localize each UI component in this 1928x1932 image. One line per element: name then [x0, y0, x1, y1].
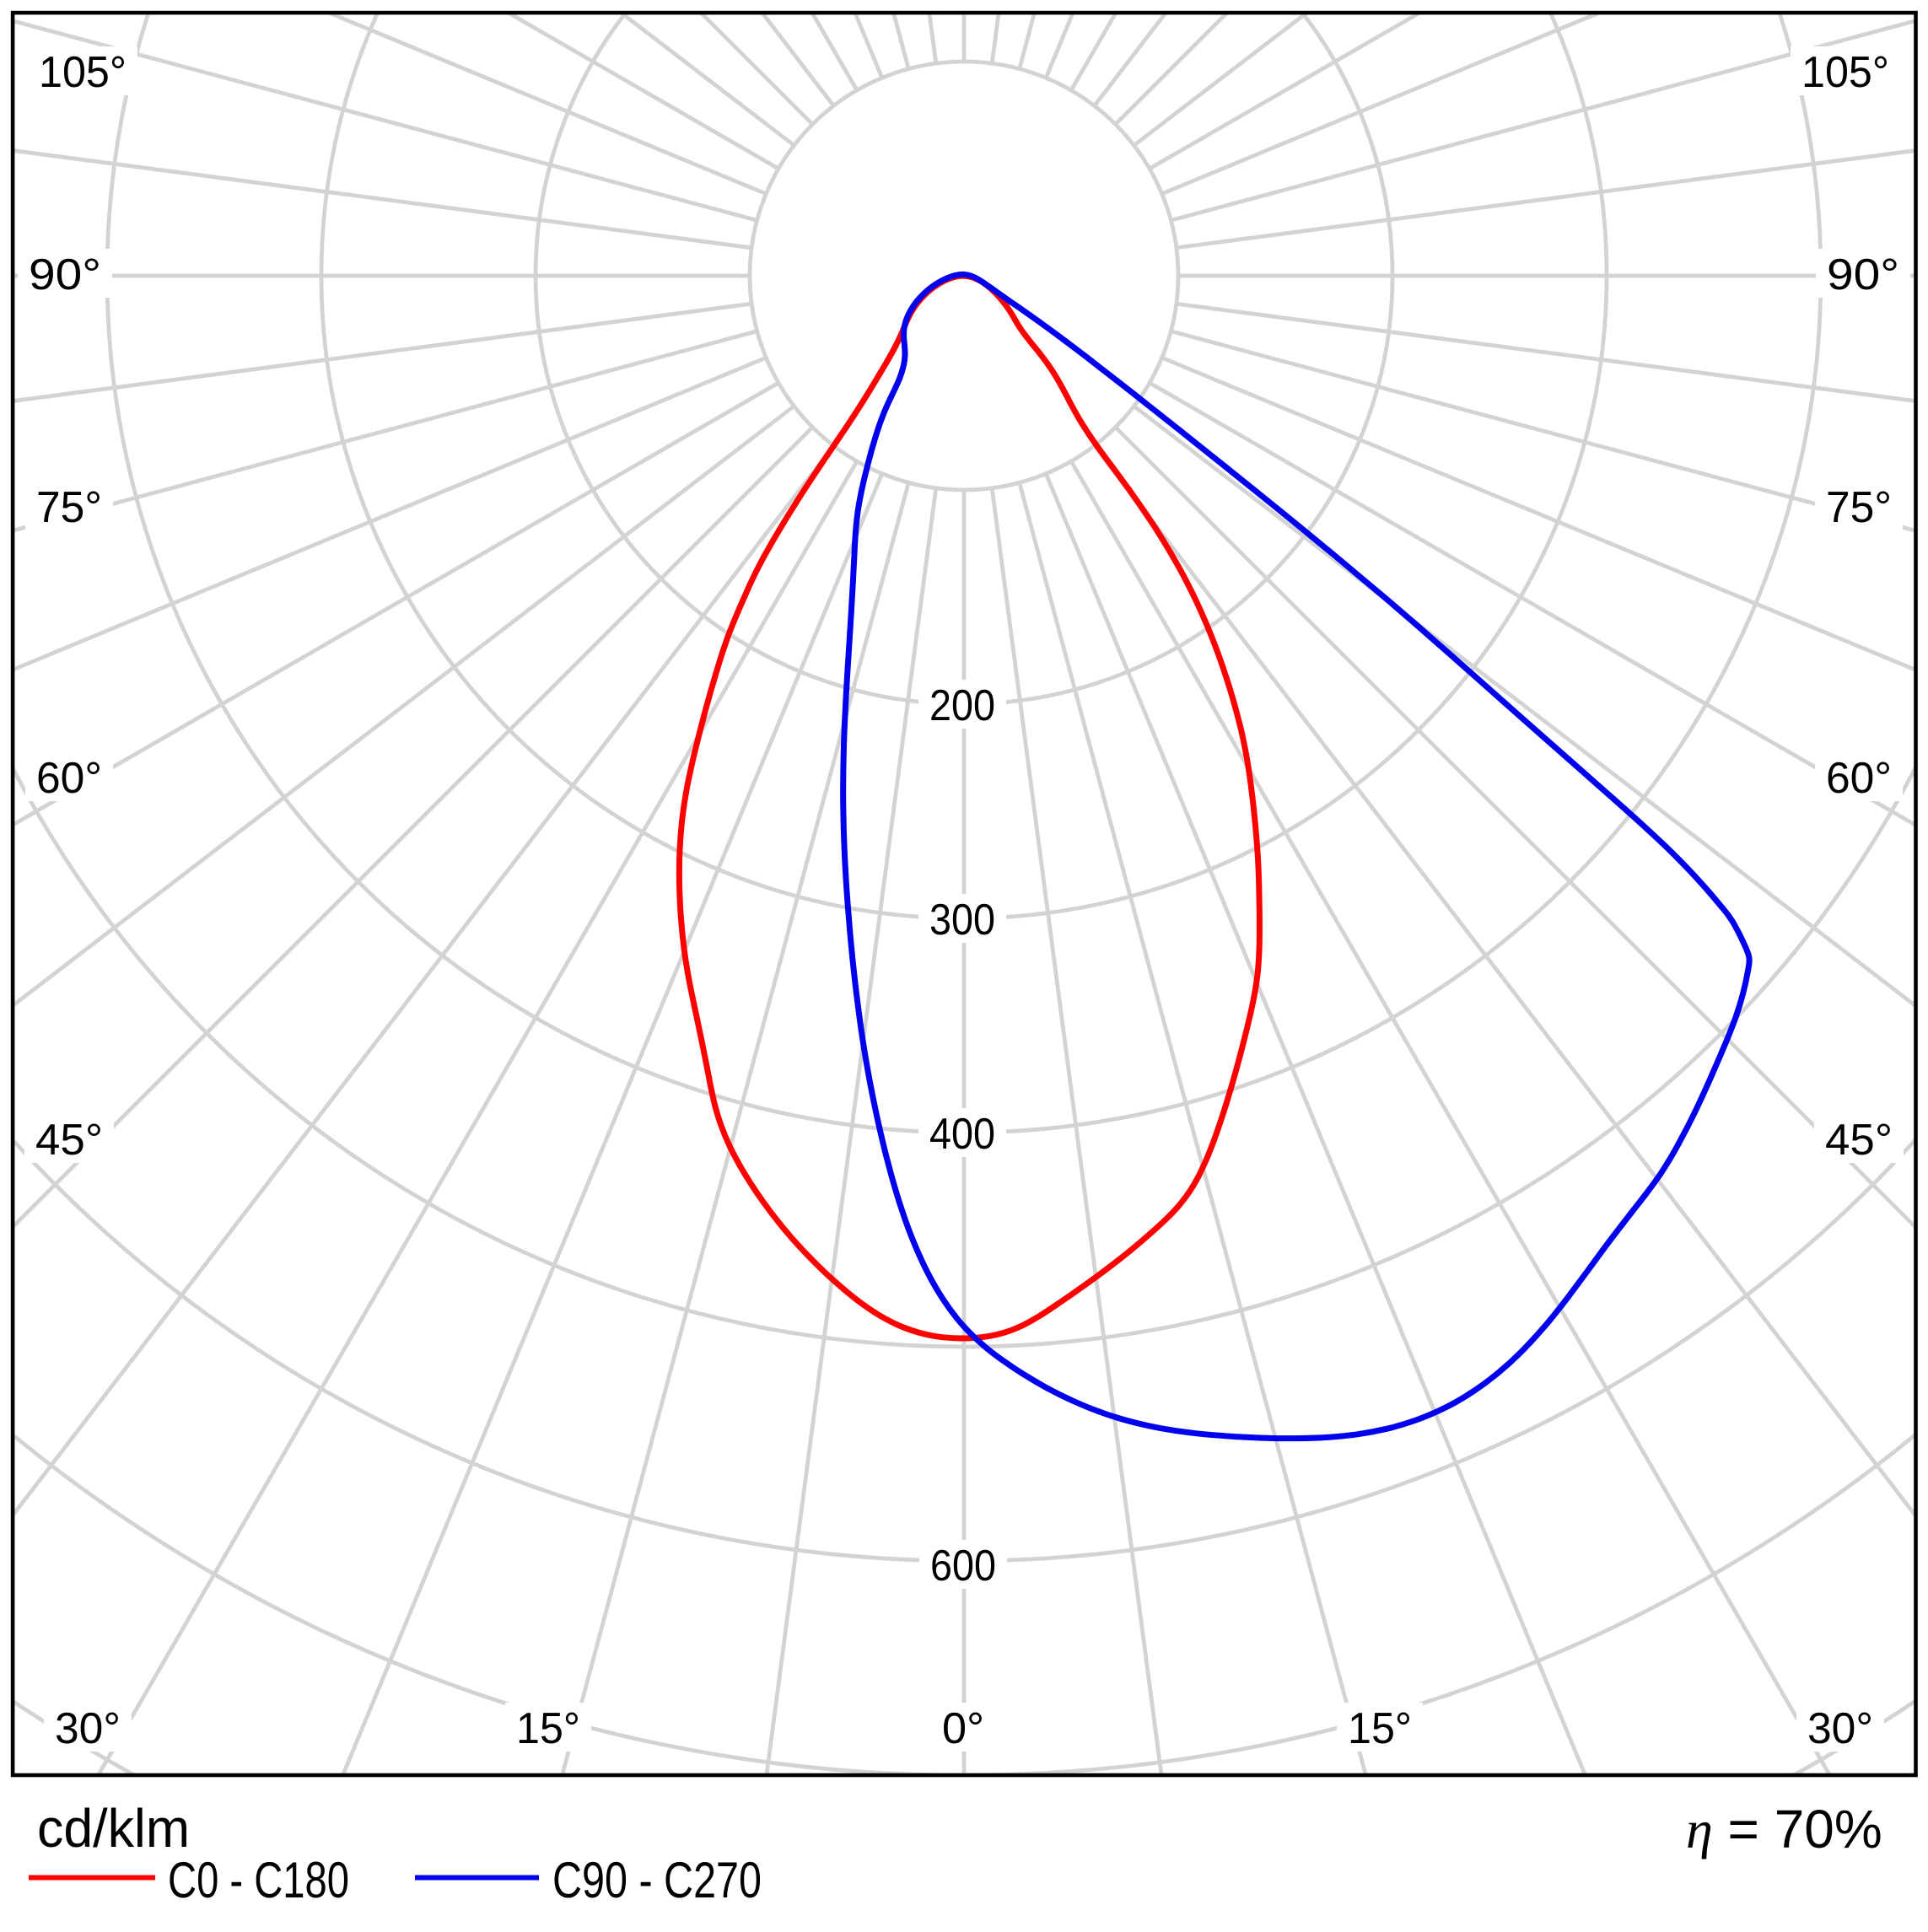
svg-text:30°: 30° [55, 1704, 121, 1753]
svg-text:30°: 30° [1807, 1704, 1873, 1753]
svg-text:15°: 15° [1348, 1704, 1412, 1753]
svg-text:45°: 45° [1825, 1116, 1893, 1165]
svg-text:90°: 90° [29, 250, 101, 299]
svg-text:60°: 60° [36, 754, 102, 803]
svg-text:η = 70%: η = 70% [1686, 1799, 1882, 1859]
svg-text:60°: 60° [1826, 754, 1892, 803]
svg-text:C90 - C270: C90 - C270 [552, 1852, 762, 1908]
svg-text:300: 300 [929, 896, 995, 944]
svg-text:105°: 105° [1801, 48, 1889, 97]
svg-text:15°: 15° [516, 1704, 580, 1753]
svg-text:105°: 105° [39, 48, 127, 97]
svg-text:600: 600 [930, 1542, 996, 1590]
svg-text:0°: 0° [942, 1704, 984, 1753]
svg-text:C0 - C180: C0 - C180 [168, 1852, 349, 1908]
svg-text:400: 400 [929, 1110, 995, 1159]
svg-text:cd/klm: cd/klm [37, 1798, 190, 1859]
svg-text:75°: 75° [36, 483, 102, 532]
svg-text:200: 200 [929, 681, 995, 730]
svg-text:90°: 90° [1827, 250, 1899, 299]
svg-text:45°: 45° [35, 1116, 103, 1165]
svg-text:75°: 75° [1826, 483, 1892, 532]
